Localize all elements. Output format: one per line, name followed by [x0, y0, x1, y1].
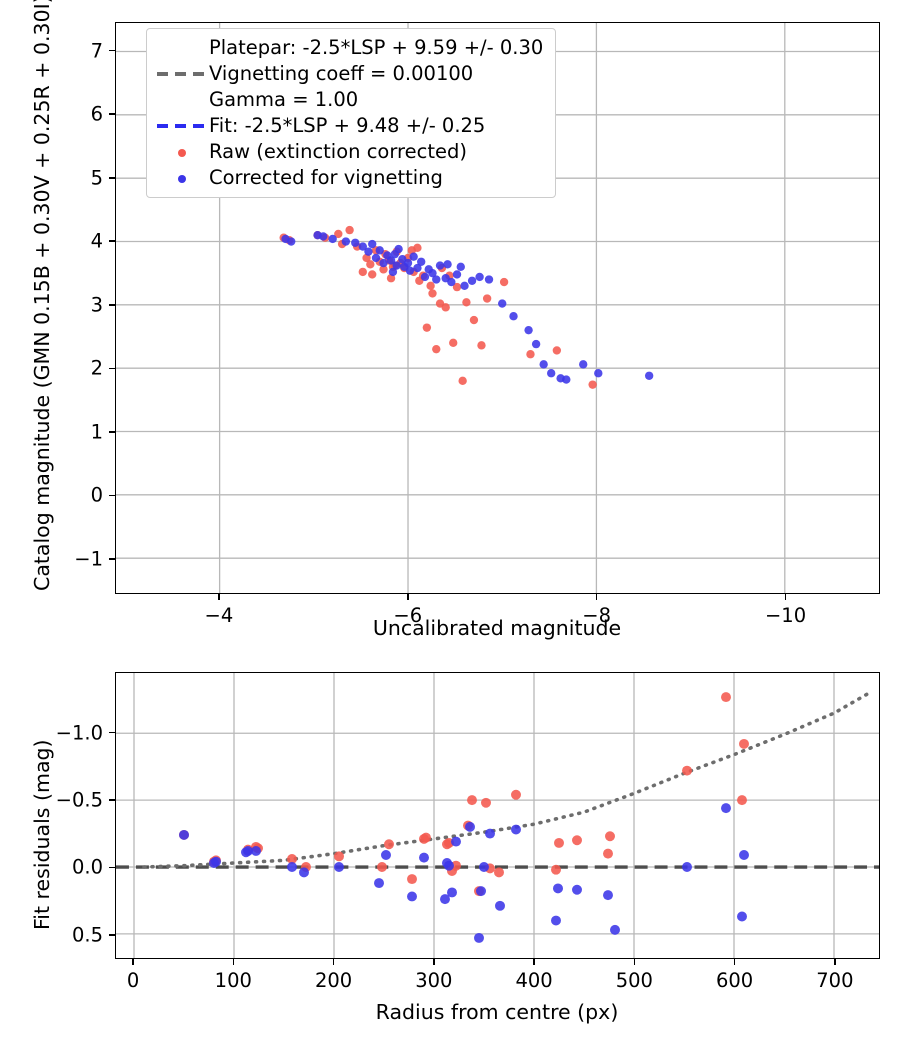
legend-key-dash-icon: [155, 113, 209, 139]
x-tick-label: −10: [764, 604, 807, 627]
y-tick-mark: [109, 240, 115, 243]
y-tick-label: 5: [90, 166, 103, 190]
x-tick-label: 500: [615, 969, 653, 992]
x-tick-label: −6: [393, 604, 423, 627]
y-tick-label: 3: [90, 293, 103, 317]
x-tick-mark: [633, 959, 636, 965]
y-tick-label: −0.5: [55, 788, 103, 812]
magnitude-fit-canvas: [116, 23, 879, 593]
magnitude-fit-ylabel: Catalog magnitude (GMN 0.15B + 0.30V + 0…: [30, 0, 54, 591]
legend-item-label: Raw (extinction corrected): [209, 140, 467, 163]
x-tick-label: 100: [214, 969, 252, 992]
y-tick-label: 0: [90, 483, 103, 507]
y-tick-mark: [109, 113, 115, 115]
fit-residuals-plot: [115, 672, 880, 959]
legend-item: Fit: -2.5*LSP + 9.48 +/- 0.25: [155, 113, 545, 139]
x-tick-mark: [218, 594, 220, 600]
x-tick-mark: [433, 959, 435, 965]
legend-key-dot-icon: [155, 139, 209, 165]
legend-item-label: Vignetting coeff = 0.00100: [209, 62, 474, 85]
legend-item: Gamma = 1.00: [155, 87, 545, 113]
x-tick-mark: [406, 594, 409, 600]
x-tick-label: 300: [415, 969, 453, 992]
y-tick-label: 1: [90, 420, 103, 444]
x-tick-mark: [533, 959, 535, 965]
y-tick-mark: [109, 176, 115, 179]
legend-key-none-icon: [155, 87, 209, 113]
legend-item: Raw (extinction corrected): [155, 139, 545, 165]
x-tick-mark: [834, 959, 836, 965]
magnitude-fit-legend: Platepar: -2.5*LSP + 9.59 +/- 0.30 Vignet…: [146, 28, 556, 198]
y-tick-mark: [109, 731, 115, 734]
x-tick-mark: [595, 594, 598, 600]
x-tick-label: 0: [126, 969, 140, 992]
y-tick-mark: [109, 431, 115, 433]
y-tick-mark: [109, 367, 115, 370]
legend-item-label: Fit: -2.5*LSP + 9.48 +/- 0.25: [209, 114, 486, 137]
y-tick-label: 7: [90, 39, 103, 63]
x-tick-mark: [332, 959, 335, 965]
x-tick-label: −8: [582, 604, 612, 627]
y-tick-mark: [109, 933, 115, 936]
x-tick-label: 700: [816, 969, 854, 992]
legend-item: Platepar: -2.5*LSP + 9.59 +/- 0.30: [155, 35, 545, 61]
legend-key-dash-icon: [155, 61, 209, 87]
y-tick-label: −1: [74, 547, 103, 571]
legend-key-none-icon: [155, 35, 209, 61]
magnitude-fit-xlabel: Uncalibrated magnitude: [372, 616, 622, 640]
y-tick-mark: [109, 866, 115, 869]
fit-residuals-ylabel: Fit residuals (mag): [30, 739, 54, 930]
y-tick-label: 2: [90, 356, 103, 380]
y-tick-mark: [109, 49, 115, 52]
y-tick-mark: [109, 558, 115, 560]
y-tick-label: −1.0: [55, 721, 103, 745]
legend-item: Corrected for vignetting: [155, 165, 545, 191]
legend-item-label: Corrected for vignetting: [209, 166, 443, 189]
x-tick-mark: [132, 959, 134, 965]
x-tick-label: 200: [314, 969, 353, 992]
y-tick-label: 6: [90, 102, 103, 126]
y-tick-label: 0.0: [71, 855, 103, 879]
x-tick-mark: [784, 594, 787, 600]
y-tick-mark: [109, 799, 115, 801]
legend-item: Vignetting coeff = 0.00100: [155, 61, 545, 87]
y-tick-mark: [109, 494, 115, 497]
y-tick-label: 0.5: [71, 923, 103, 947]
y-tick-mark: [109, 304, 115, 306]
legend-key-dot-icon: [155, 165, 209, 191]
legend-item-label: Gamma = 1.00: [209, 88, 359, 111]
x-tick-label: 400: [515, 969, 553, 992]
x-tick-label: 600: [715, 969, 754, 992]
x-tick-mark: [232, 959, 235, 965]
x-tick-label: −4: [204, 604, 234, 627]
legend-item-label: Platepar: -2.5*LSP + 9.59 +/- 0.30: [209, 36, 544, 59]
y-tick-label: 4: [90, 229, 103, 253]
fit-residuals-canvas: [116, 673, 879, 958]
fit-residuals-xlabel: Radius from centre (px): [375, 1000, 619, 1024]
x-tick-mark: [733, 959, 736, 965]
